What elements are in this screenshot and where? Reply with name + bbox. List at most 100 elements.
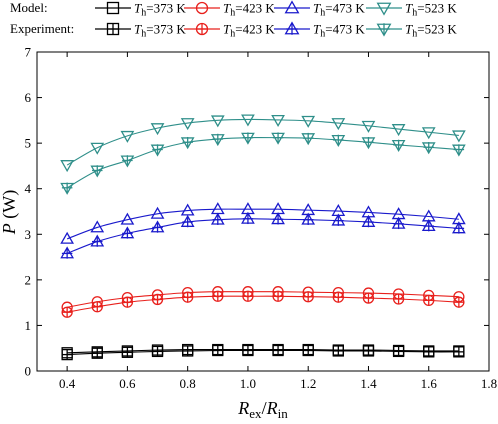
data-point xyxy=(180,118,195,131)
y-axis-title: P (W) xyxy=(0,190,20,235)
data-point xyxy=(60,182,75,195)
legend-entry-experiment-1: Th=423 K xyxy=(184,22,275,40)
y-tick-label: 2 xyxy=(25,272,32,287)
data-point xyxy=(106,22,120,36)
data-point xyxy=(242,344,254,357)
data-point xyxy=(271,114,285,127)
y-tick-label: 4 xyxy=(25,181,32,196)
y-tick-label: 0 xyxy=(25,364,32,379)
series-line xyxy=(67,348,459,354)
data-point xyxy=(90,234,105,247)
legend-entry-model-2: Th=473 K xyxy=(274,0,365,19)
plot-frame xyxy=(36,51,490,372)
x-tick-label: 1.2 xyxy=(300,376,316,391)
data-point xyxy=(391,124,406,137)
legend-experiment-label: Experiment: xyxy=(10,21,74,36)
series-experiment-2 xyxy=(60,211,466,259)
data-point xyxy=(120,155,135,168)
data-point xyxy=(180,136,195,150)
data-point xyxy=(150,220,165,233)
legend-entry-experiment-3: Th=523 K xyxy=(366,22,457,40)
legend-entry-label: Th=523 K xyxy=(405,22,457,40)
data-point xyxy=(150,206,165,219)
series-experiment-3 xyxy=(60,132,466,195)
y-tick-label: 1 xyxy=(25,318,32,333)
data-point xyxy=(150,144,165,157)
data-point xyxy=(242,290,254,302)
data-point xyxy=(61,306,73,318)
data-point xyxy=(91,347,103,359)
data-point xyxy=(453,346,465,358)
data-point xyxy=(271,132,285,145)
data-point xyxy=(182,345,194,357)
legend-entry-experiment-0: Th=373 K xyxy=(95,22,186,40)
legend: Model: Experiment: Th=373 K Th=423 K Th=47… xyxy=(10,0,457,40)
data-point xyxy=(302,291,314,303)
data-point xyxy=(361,214,376,228)
data-point xyxy=(451,221,466,234)
data-point xyxy=(362,292,375,304)
data-point xyxy=(332,345,344,357)
data-point xyxy=(421,141,436,155)
data-point xyxy=(60,231,75,244)
data-point xyxy=(392,293,405,305)
data-point xyxy=(272,290,284,302)
data-point xyxy=(121,296,134,308)
x-axis-title-slash: / xyxy=(262,398,267,418)
data-point xyxy=(182,291,194,303)
legend-entry-model-3: Th=523 K xyxy=(366,1,457,19)
data-point xyxy=(331,118,346,131)
data-point xyxy=(451,144,466,157)
data-point xyxy=(284,21,300,35)
x-tick-label: 1.4 xyxy=(360,376,377,391)
legend-entry-label: Th=423 K xyxy=(223,22,275,40)
data-point xyxy=(121,346,134,358)
x-tick-label: 1.6 xyxy=(421,376,438,391)
legend-entry-label: Th=373 K xyxy=(134,1,186,19)
data-point xyxy=(195,1,209,15)
data-point xyxy=(451,130,466,143)
data-point xyxy=(423,294,435,307)
y-axis-title-p: P xyxy=(0,223,19,235)
data-point xyxy=(361,120,376,133)
data-point xyxy=(301,132,316,146)
data-point xyxy=(421,219,436,232)
data-point xyxy=(151,345,164,358)
data-point xyxy=(241,114,255,127)
data-point xyxy=(271,202,285,215)
data-point xyxy=(241,132,255,145)
data-point xyxy=(301,212,316,225)
data-point xyxy=(332,291,344,303)
data-point xyxy=(90,142,105,155)
data-point xyxy=(195,22,209,36)
x-axis-title: Rex/Rin xyxy=(237,398,288,421)
data-point xyxy=(391,216,406,230)
data-point xyxy=(120,130,135,143)
data-point xyxy=(210,212,225,225)
data-point xyxy=(120,212,135,225)
data-point xyxy=(272,344,284,357)
y-axis-title-unit: (W) xyxy=(0,190,20,223)
data-point xyxy=(120,226,135,239)
series-layer xyxy=(60,114,466,361)
legend-model-label: Model: xyxy=(10,0,48,15)
data-point xyxy=(392,345,405,358)
data-point xyxy=(210,115,225,128)
legend-entry-experiment-2: Th=473 K xyxy=(274,21,365,40)
x-tick-label: 0.8 xyxy=(180,376,196,391)
data-point xyxy=(423,346,435,358)
data-point xyxy=(150,123,165,136)
data-point xyxy=(376,2,392,16)
data-point xyxy=(391,139,406,153)
data-point xyxy=(90,165,105,178)
data-point xyxy=(180,214,195,228)
data-point xyxy=(331,213,346,226)
data-point xyxy=(61,348,73,361)
data-point xyxy=(421,127,436,140)
axis-tick-labels: 0.4 0.6 0.8 1.0 1.2 1.4 1.6 1.8 0 1 2 3 4 5 6 7 xyxy=(25,45,498,392)
legend-entry-label: Th=473 K xyxy=(313,22,365,40)
data-point xyxy=(60,160,75,173)
x-axis-title-r2: R xyxy=(266,398,278,418)
x-tick-label: 0.4 xyxy=(59,376,76,391)
data-point xyxy=(302,344,314,357)
